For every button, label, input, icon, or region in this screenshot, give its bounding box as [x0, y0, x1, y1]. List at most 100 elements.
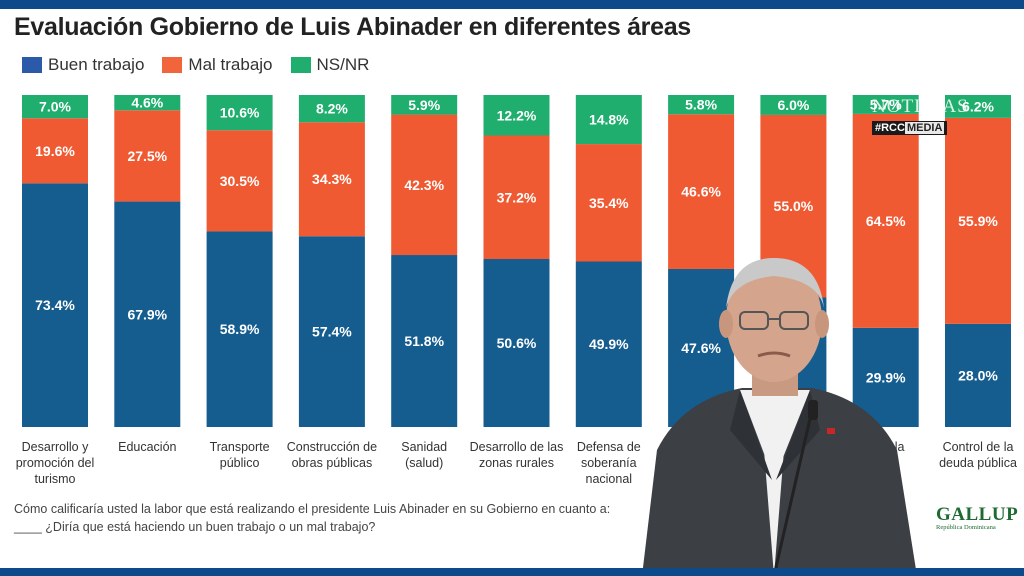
bar-segment — [114, 95, 181, 111]
bar-segment — [575, 261, 642, 427]
data-label: 34.3% — [312, 171, 352, 187]
rcc-watermark: NOTICIAS #RCC MEDIA — [872, 96, 969, 136]
bar-segment — [298, 95, 365, 123]
bar-segment — [852, 113, 919, 328]
category-label: promoción del — [16, 456, 95, 470]
data-label: 12.2% — [497, 107, 537, 123]
data-label: 5.9% — [408, 97, 440, 113]
category-label: público — [220, 456, 260, 470]
category-label: obras públicas — [292, 456, 373, 470]
data-label: 10.6% — [220, 105, 260, 121]
bar-segment — [391, 114, 458, 256]
data-label: 51.8% — [404, 333, 444, 349]
data-label: 29.9% — [866, 369, 906, 385]
bar-segment — [298, 236, 365, 427]
legend-label-mal-trabajo: Mal trabajo — [188, 55, 273, 74]
legend-item-mal-trabajo: Mal trabajo — [162, 55, 273, 75]
legend-swatch-nsnr — [290, 57, 311, 73]
category-label: Construcción de — [287, 440, 377, 454]
bar-segment — [483, 135, 550, 260]
data-label: 7.0% — [39, 99, 71, 115]
watermark-tag: #RCC MEDIA — [872, 121, 948, 135]
data-label: 5.8% — [685, 97, 717, 113]
president-photo — [642, 258, 917, 576]
legend-swatch-buen-trabajo — [22, 57, 42, 73]
legend-item-nsnr: NS/NR — [290, 55, 370, 75]
watermark-tag-right: MEDIA — [904, 122, 945, 134]
bar-segment — [945, 117, 1011, 324]
data-label: 30.5% — [220, 173, 260, 189]
bar-segment — [206, 130, 273, 232]
gallup-subtitle: República Dominicana — [936, 524, 996, 531]
bar-segment — [114, 110, 181, 202]
data-label: 46.6% — [681, 184, 721, 200]
category-label: Educación — [118, 440, 176, 454]
stacked-bar-chart: 73.4% 19.6% 7.0% Desarrollo y promoción del t… — [16, 95, 1017, 486]
bar-segment — [575, 95, 642, 145]
category-label: Desarrollo y — [22, 440, 89, 454]
data-label: 35.4% — [589, 195, 629, 211]
category-label: Defensa de — [577, 440, 641, 454]
legend-label-buen-trabajo: Buen trabajo — [48, 55, 145, 74]
bar-segment — [22, 118, 88, 184]
bar-segment — [668, 114, 735, 269]
category-label: (salud) — [405, 456, 443, 470]
bar-segment — [22, 183, 88, 427]
data-label: 55.0% — [774, 198, 814, 214]
data-label: 55.9% — [958, 213, 998, 229]
survey-question-line-2: ____ ¿Diría que está haciendo un buen tr… — [14, 520, 376, 534]
bar-segment — [668, 95, 735, 115]
bar-segment — [206, 95, 273, 131]
legend-label-nsnr: NS/NR — [316, 55, 370, 74]
category-label: Control de la — [943, 440, 1014, 454]
data-label: 73.4% — [35, 297, 75, 313]
category-label: soberanía — [581, 456, 637, 470]
data-label: 19.6% — [35, 143, 75, 159]
bar-segment — [391, 95, 458, 115]
bar-segment — [298, 122, 365, 237]
survey-question: Cómo calificaría usted la labor que está… — [14, 500, 614, 536]
watermark-tag-left: #RCC — [875, 122, 905, 134]
gallup-name: GALLUP — [936, 504, 1019, 525]
data-label: 37.2% — [497, 189, 537, 205]
chart-title: Evaluación Gobierno de Luis Abinader en … — [14, 13, 691, 41]
data-label: 6.0% — [777, 97, 809, 113]
watermark-noticias: NOTICIAS — [872, 96, 969, 117]
data-label: 47.6% — [681, 340, 721, 356]
gallup-logo: GALLUP República Dominicana — [936, 504, 1018, 531]
bottom-accent-bar — [0, 568, 1024, 576]
category-label: Desarrollo de las — [470, 440, 564, 454]
bar-segment — [391, 255, 458, 427]
survey-question-line-1: Cómo calificaría usted la labor que está… — [14, 502, 611, 516]
category-label: Transporte — [210, 440, 270, 454]
bar-segment — [483, 95, 550, 136]
data-label: 64.5% — [866, 213, 906, 229]
category-label: zonas rurales — [479, 456, 554, 470]
category-label: nacional — [586, 472, 633, 486]
data-label: 14.8% — [589, 112, 629, 128]
bar-segment — [945, 323, 1011, 427]
bar-segment — [575, 144, 642, 262]
data-label: 4.6% — [131, 95, 163, 111]
category-label: deuda pública — [939, 456, 1017, 470]
category-label: turismo — [35, 472, 76, 486]
category-label: Sanidad — [401, 440, 447, 454]
bar-segment — [760, 95, 827, 115]
legend-item-buen-trabajo: Buen trabajo — [22, 55, 144, 75]
bar-segment — [852, 95, 919, 114]
data-label: 57.4% — [312, 324, 352, 340]
data-label: 6.2% — [962, 98, 994, 114]
bar-segment — [483, 259, 550, 427]
data-label: 50.6% — [497, 335, 537, 351]
data-label: 49.9% — [589, 336, 629, 352]
data-label: 27.5% — [127, 148, 167, 164]
top-accent-bar — [0, 0, 1024, 9]
data-label: 67.9% — [127, 306, 167, 322]
bar-segment — [114, 201, 181, 427]
data-label: 5.7% — [870, 96, 902, 112]
bar-segment — [945, 95, 1011, 118]
data-label: 42.3% — [404, 177, 444, 193]
legend: Buen trabajo Mal trabajo NS/NR — [22, 55, 369, 75]
data-label: 28.0% — [958, 367, 998, 383]
bar-segment — [22, 95, 88, 119]
